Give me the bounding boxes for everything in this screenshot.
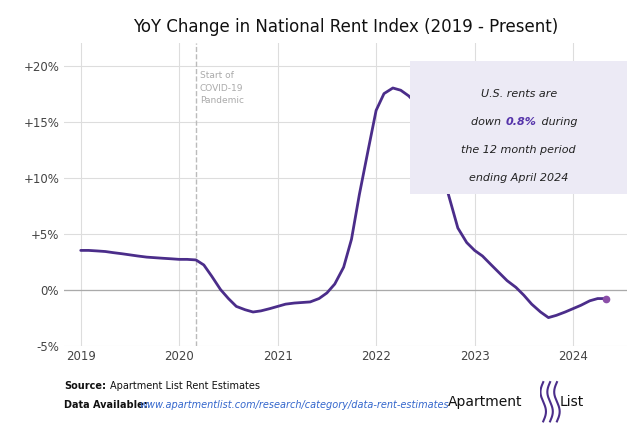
Text: List: List xyxy=(560,395,584,409)
Text: www.apartmentlist.com/research/category/data-rent-estimates: www.apartmentlist.com/research/category/… xyxy=(139,400,449,410)
Text: ending April 2024: ending April 2024 xyxy=(469,173,568,183)
Text: during: during xyxy=(538,117,577,127)
Text: Apartment: Apartment xyxy=(448,395,522,409)
Title: YoY Change in National Rent Index (2019 - Present): YoY Change in National Rent Index (2019 … xyxy=(133,18,558,36)
Text: Source:: Source: xyxy=(64,381,106,391)
Text: Start of
COVID-19
Pandemic: Start of COVID-19 Pandemic xyxy=(200,71,244,105)
Text: Apartment List Rent Estimates: Apartment List Rent Estimates xyxy=(110,381,260,391)
Text: the 12 month period: the 12 month period xyxy=(461,145,576,155)
Text: Data Available:: Data Available: xyxy=(64,400,148,410)
Text: U.S. rents are: U.S. rents are xyxy=(481,89,557,98)
Text: down: down xyxy=(471,117,504,127)
FancyBboxPatch shape xyxy=(410,61,627,194)
Text: 0.8%: 0.8% xyxy=(506,117,537,127)
